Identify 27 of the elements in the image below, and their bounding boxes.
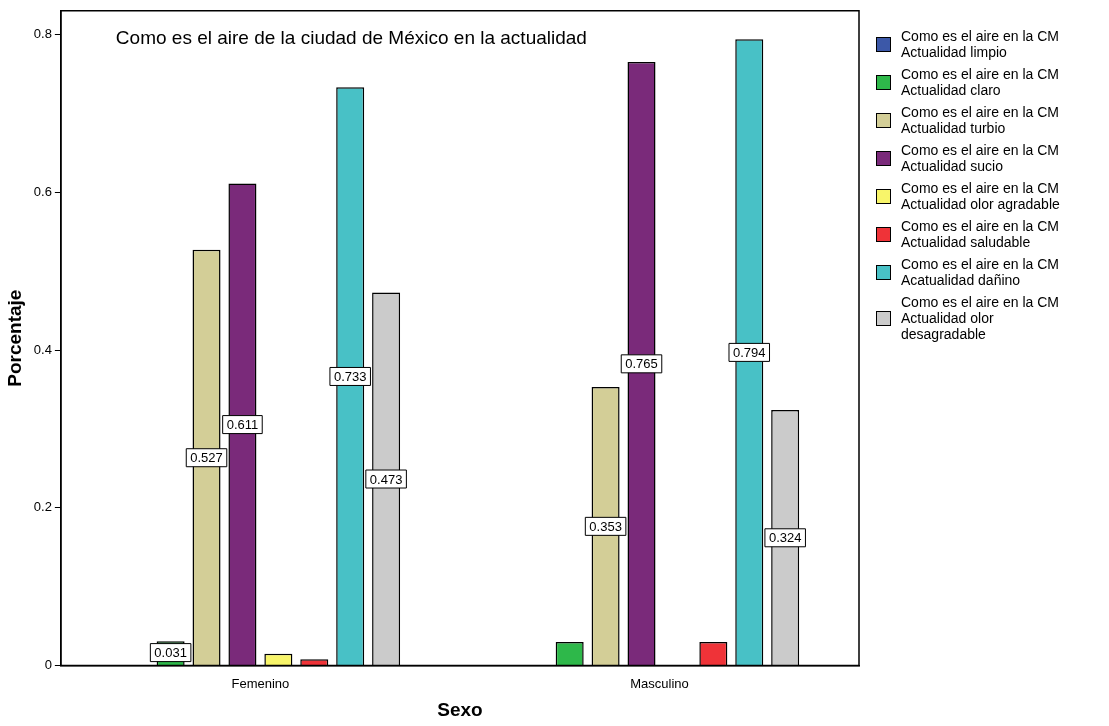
x-tick-label: Femenino	[231, 675, 290, 691]
y-tick-label: 0	[44, 657, 52, 673]
data-label: 0.324	[768, 530, 802, 546]
legend-label: Como es el aire en la CM Actualidad olor desagradable	[901, 294, 1060, 342]
data-label: 0.473	[369, 471, 403, 487]
data-label: 0.794	[732, 344, 766, 360]
legend-label: Como es el aire en la CM Acatualidad dañino	[901, 256, 1060, 288]
data-label: 0.353	[589, 518, 622, 534]
data-label: 0.733	[333, 369, 367, 385]
x-tick-label: Masculino	[630, 675, 689, 691]
legend-label: Como es el aire en la CM Actualidad sucio	[901, 142, 1060, 174]
data-label: 0.611	[226, 417, 259, 433]
legend-label: Como es el aire en la CM Actualidad limpio	[901, 28, 1060, 60]
y-tick-label: 0.6	[33, 183, 52, 199]
legend-label: Como es el aire en la CM Actualidad olor agradable	[901, 180, 1061, 212]
y-tick-label: 0.8	[33, 26, 52, 42]
y-tick-label: 0.2	[33, 499, 52, 515]
data-label: 0.765	[625, 356, 658, 372]
legend-label: Como es el aire en la CM Actualidad saludable	[901, 218, 1060, 250]
legend-label: Como es el aire en la CM Actualidad turbio	[901, 104, 1060, 136]
data-label: 0.527	[190, 450, 223, 466]
legend-label: Como es el aire en la CM Actualidad claro	[901, 66, 1060, 98]
text: Como es el aire de la ciudad de México en la actualidad	[115, 27, 587, 49]
data-label: 0.031	[154, 645, 187, 661]
x-axis-title: Sexo	[437, 698, 483, 720]
y-tick-label: 0.4	[33, 341, 52, 357]
y-axis-title: Porcentaje	[3, 289, 25, 387]
